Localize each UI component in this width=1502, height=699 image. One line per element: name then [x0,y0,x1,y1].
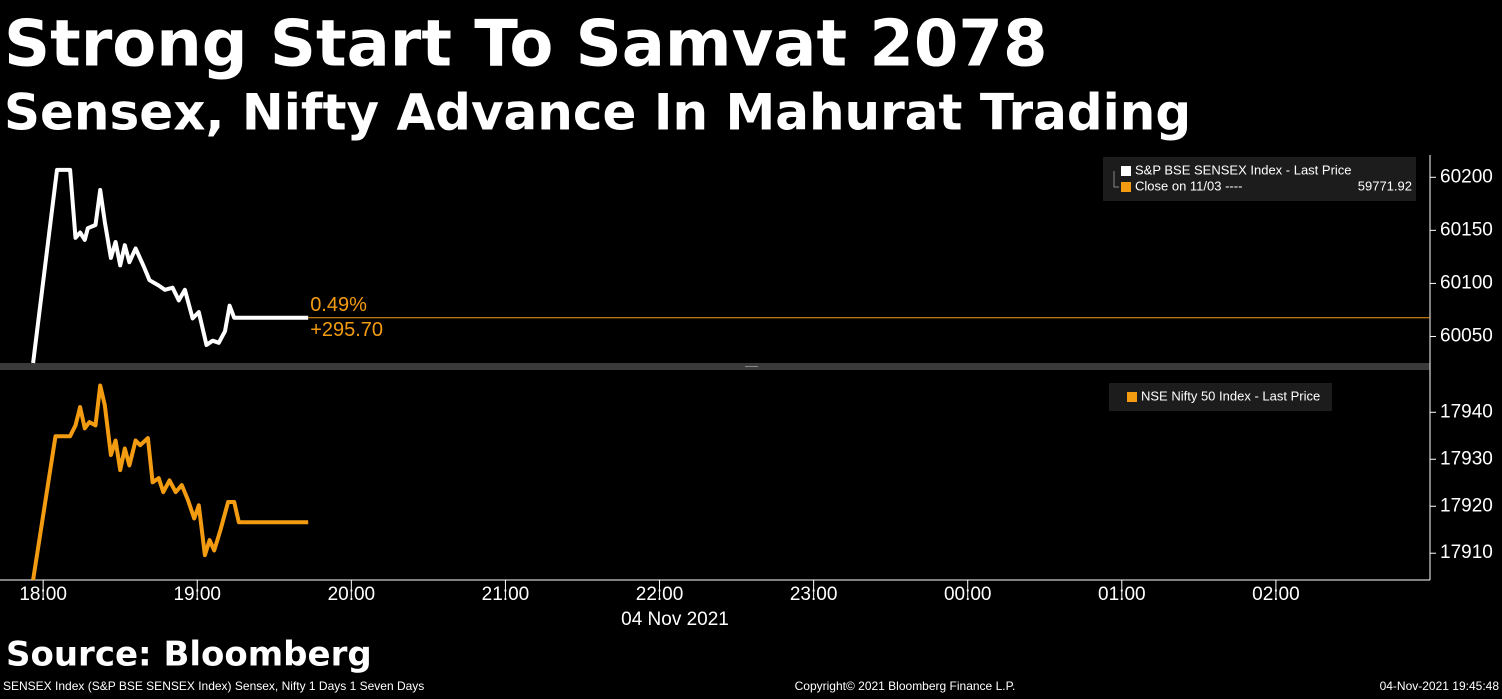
annotation: +295.70 [310,319,383,341]
y-tick-label: 17920 [1440,495,1493,516]
y-tick-label: 60100 [1440,272,1493,293]
annotation: 0.49% [310,294,367,316]
legend-box [1109,383,1332,411]
legend-value: 59771.92 [1358,178,1412,193]
legend-swatch [1127,392,1137,402]
source: Source: Bloomberg [6,635,372,675]
y-tick-label: 17930 [1440,448,1493,469]
title: Strong Start To Samvat 2078 [4,8,1047,82]
y-tick-label: 60050 [1440,325,1493,346]
x-axis-label: 04 Nov 2021 [621,609,729,630]
y-tick-label: 17910 [1440,542,1493,563]
subtitle: Sensex, Nifty Advance In Mahurat Trading [4,84,1191,142]
y-tick-label: 60200 [1440,166,1493,187]
series-line [31,383,309,581]
x-tick-label: 19:00 [173,584,221,605]
x-tick-label: 21:00 [482,584,530,605]
legend-box [1103,157,1416,201]
x-tick-label: 00:00 [944,584,992,605]
y-tick-label: 60150 [1440,219,1493,240]
legend-swatch [1121,166,1131,176]
series-line [31,167,309,364]
x-tick-label: 20:00 [328,584,376,605]
footer-left: SENSEX Index (S&P BSE SENSEX Index) Sens… [3,679,424,693]
panel-separator [0,363,1430,370]
footer-right: 04-Nov-2021 19:45:48 [1380,679,1500,693]
legend-label: NSE Nifty 50 Index - Last Price [1141,388,1320,403]
legend-label: Close on 11/03 ---- [1135,178,1242,193]
x-tick-label: 22:00 [636,584,684,605]
x-tick-label: 18:00 [19,584,67,605]
legend-swatch [1121,182,1131,192]
legend-label: S&P BSE SENSEX Index - Last Price [1135,162,1352,177]
y-tick-label: 17940 [1440,401,1493,422]
footer-center: Copyright© 2021 Bloomberg Finance L.P. [795,679,1016,693]
x-tick-label: 02:00 [1252,584,1300,605]
x-tick-label: 01:00 [1098,584,1146,605]
legend-tree [1113,171,1119,188]
x-tick-label: 23:00 [790,584,838,605]
